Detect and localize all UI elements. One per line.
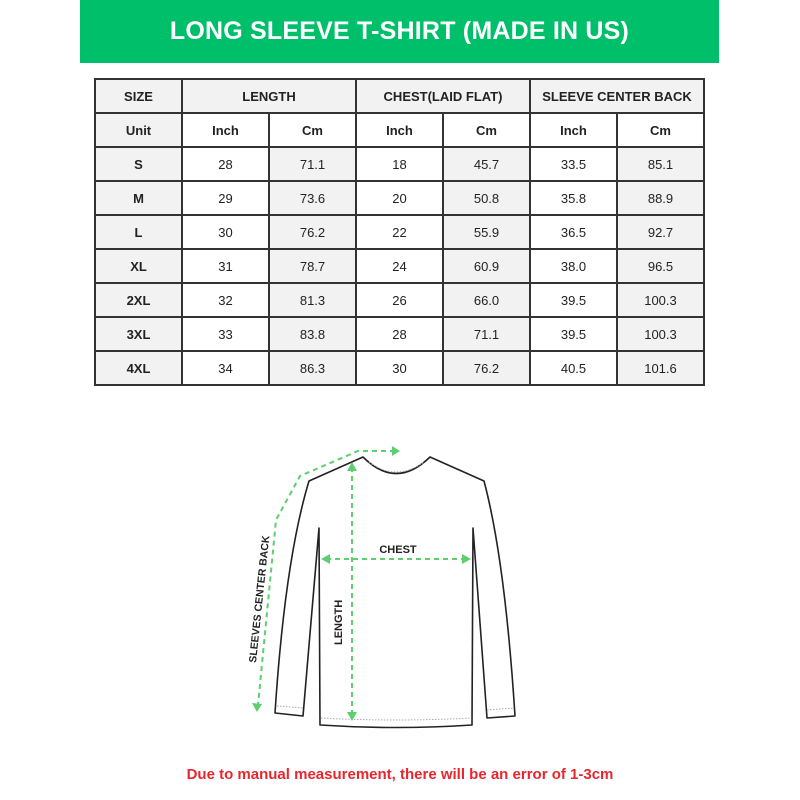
header-chest: CHEST(LAID FLAT) bbox=[355, 78, 531, 114]
size-cell: 2XL bbox=[94, 282, 183, 318]
value-cell: 28 bbox=[181, 146, 270, 182]
value-cell: 101.6 bbox=[616, 350, 705, 386]
header-size: SIZE bbox=[94, 78, 183, 114]
value-cell: 18 bbox=[355, 146, 444, 182]
value-cell: 33.5 bbox=[529, 146, 618, 182]
table-row: 2XL 32 81.3 26 66.0 39.5 100.3 bbox=[94, 282, 705, 318]
size-cell: L bbox=[94, 214, 183, 250]
header-sleeve: SLEEVE CENTER BACK bbox=[529, 78, 705, 114]
length-label: LENGTH bbox=[333, 600, 345, 645]
value-cell: 35.8 bbox=[529, 180, 618, 216]
value-cell: 71.1 bbox=[268, 146, 357, 182]
table-row: L 30 76.2 22 55.9 36.5 92.7 bbox=[94, 214, 705, 250]
value-cell: 34 bbox=[181, 350, 270, 386]
size-cell: S bbox=[94, 146, 183, 182]
unit-cell: Inch bbox=[355, 112, 444, 148]
unit-row: Unit Inch Cm Inch Cm Inch Cm bbox=[94, 112, 705, 148]
value-cell: 78.7 bbox=[268, 248, 357, 284]
value-cell: 39.5 bbox=[529, 316, 618, 352]
value-cell: 86.3 bbox=[268, 350, 357, 386]
value-cell: 50.8 bbox=[442, 180, 531, 216]
value-cell: 55.9 bbox=[442, 214, 531, 250]
value-cell: 66.0 bbox=[442, 282, 531, 318]
value-cell: 20 bbox=[355, 180, 444, 216]
value-cell: 39.5 bbox=[529, 282, 618, 318]
table-row: M 29 73.6 20 50.8 35.8 88.9 bbox=[94, 180, 705, 216]
value-cell: 22 bbox=[355, 214, 444, 250]
unit-cell: Cm bbox=[616, 112, 705, 148]
value-cell: 83.8 bbox=[268, 316, 357, 352]
value-cell: 100.3 bbox=[616, 316, 705, 352]
value-cell: 24 bbox=[355, 248, 444, 284]
measurement-note: Due to manual measurement, there will be… bbox=[186, 766, 614, 783]
value-cell: 30 bbox=[355, 350, 444, 386]
table-row: S 28 71.1 18 45.7 33.5 85.1 bbox=[94, 146, 705, 182]
unit-label: Unit bbox=[94, 112, 183, 148]
value-cell: 28 bbox=[355, 316, 444, 352]
value-cell: 96.5 bbox=[616, 248, 705, 284]
size-chart-table: SIZE LENGTH CHEST(LAID FLAT) SLEEVE CENT… bbox=[94, 78, 705, 386]
value-cell: 29 bbox=[181, 180, 270, 216]
size-cell: M bbox=[94, 180, 183, 216]
table-row: XL 31 78.7 24 60.9 38.0 96.5 bbox=[94, 248, 705, 284]
unit-cell: Inch bbox=[181, 112, 270, 148]
value-cell: 36.5 bbox=[529, 214, 618, 250]
value-cell: 88.9 bbox=[616, 180, 705, 216]
value-cell: 76.2 bbox=[268, 214, 357, 250]
header-row: SIZE LENGTH CHEST(LAID FLAT) SLEEVE CENT… bbox=[94, 78, 705, 114]
measure-lines bbox=[257, 450, 466, 715]
page-title: LONG SLEEVE T-SHIRT (MADE IN US) bbox=[169, 17, 630, 45]
value-cell: 73.6 bbox=[268, 180, 357, 216]
title-banner: LONG SLEEVE T-SHIRT (MADE IN US) bbox=[80, 0, 719, 63]
value-cell: 32 bbox=[181, 282, 270, 318]
table-row: 3XL 33 83.8 28 71.1 39.5 100.3 bbox=[94, 316, 705, 352]
table-row: 4XL 34 86.3 30 76.2 40.5 101.6 bbox=[94, 350, 705, 386]
sleeve-measure-line bbox=[257, 450, 395, 706]
shirt-outline bbox=[274, 456, 516, 729]
unit-cell: Cm bbox=[268, 112, 357, 148]
unit-cell: Inch bbox=[529, 112, 618, 148]
unit-cell: Cm bbox=[442, 112, 531, 148]
value-cell: 85.1 bbox=[616, 146, 705, 182]
value-cell: 30 bbox=[181, 214, 270, 250]
chest-label: CHEST bbox=[379, 544, 417, 556]
value-cell: 33 bbox=[181, 316, 270, 352]
value-cell: 60.9 bbox=[442, 248, 531, 284]
arrow-heads bbox=[252, 446, 471, 721]
value-cell: 45.7 bbox=[442, 146, 531, 182]
value-cell: 38.0 bbox=[529, 248, 618, 284]
value-cell: 81.3 bbox=[268, 282, 357, 318]
size-cell: 3XL bbox=[94, 316, 183, 352]
size-cell: XL bbox=[94, 248, 183, 284]
size-cell: 4XL bbox=[94, 350, 183, 386]
value-cell: 100.3 bbox=[616, 282, 705, 318]
value-cell: 26 bbox=[355, 282, 444, 318]
value-cell: 40.5 bbox=[529, 350, 618, 386]
header-length: LENGTH bbox=[181, 78, 357, 114]
value-cell: 71.1 bbox=[442, 316, 531, 352]
value-cell: 31 bbox=[181, 248, 270, 284]
value-cell: 92.7 bbox=[616, 214, 705, 250]
value-cell: 76.2 bbox=[442, 350, 531, 386]
